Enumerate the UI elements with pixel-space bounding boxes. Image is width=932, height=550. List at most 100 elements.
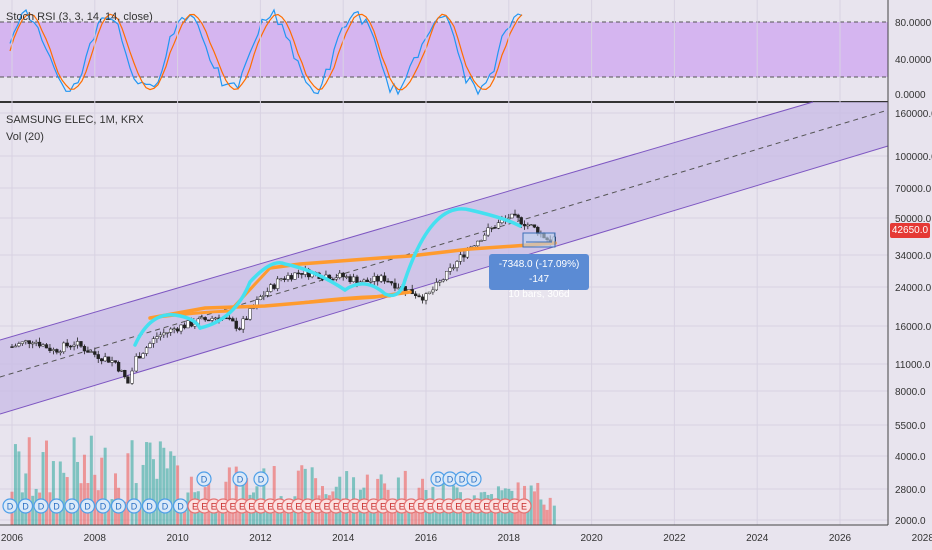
candle-body	[231, 318, 235, 322]
dividend-marker[interactable]	[141, 498, 158, 514]
candle-body	[24, 340, 28, 343]
dividend-marker[interactable]	[79, 498, 96, 514]
candle-body	[417, 295, 421, 298]
earnings-marker[interactable]	[516, 498, 532, 514]
earnings-marker-letter: E	[408, 502, 414, 512]
volume-bar	[448, 503, 452, 525]
volume-bar	[17, 451, 21, 525]
volume-bar	[179, 502, 183, 525]
dividend-marker-letter: D	[471, 475, 478, 485]
volume-bar	[545, 509, 549, 525]
candle-body	[141, 353, 145, 359]
volume-bar	[183, 509, 186, 525]
candle-body	[282, 278, 287, 280]
price-tick-label: 4000.0	[895, 452, 926, 463]
cyan-curve-3	[343, 278, 407, 298]
volume-bar	[103, 447, 107, 525]
earnings-marker-letter: E	[436, 502, 442, 512]
time-tick-label: 2016	[415, 533, 438, 544]
volume-bar	[407, 501, 411, 525]
volume-bar	[145, 442, 149, 525]
earnings-marker-letter: E	[465, 502, 471, 512]
candle-body	[496, 222, 501, 229]
volume-bar	[469, 505, 473, 525]
candle-body	[126, 376, 130, 384]
dividend-marker-letter: D	[435, 475, 442, 485]
dividend-marker[interactable]	[2, 498, 18, 514]
volume-indicator-label[interactable]: Vol (20)	[6, 131, 44, 143]
dividend-marker[interactable]	[253, 471, 269, 487]
candle-body	[526, 224, 530, 227]
earnings-marker-letter: E	[314, 502, 320, 512]
candle-body	[37, 341, 42, 347]
dividend-marker[interactable]	[466, 471, 482, 487]
regression-channel	[0, 102, 888, 414]
dividend-marker-letter: D	[459, 475, 466, 485]
cyan-curve-1	[133, 313, 202, 347]
volume-bar	[310, 467, 314, 525]
price-tick-label: 160000.0	[895, 109, 932, 120]
candle-body	[227, 317, 231, 320]
candle-body	[462, 254, 466, 258]
price-axis[interactable]	[888, 0, 932, 550]
volume-bar	[158, 441, 162, 525]
time-tick-label: 2018	[498, 533, 521, 544]
rsi-tick-label: 80.0000	[895, 18, 932, 29]
dividend-marker[interactable]	[157, 498, 173, 514]
candle-body	[334, 277, 338, 280]
candle-body	[144, 347, 149, 354]
rsi-indicator-label[interactable]: Stoch RSI (3, 3, 14, 14, close)	[6, 11, 153, 23]
candle-body	[116, 362, 121, 372]
volume-bar	[138, 504, 142, 525]
candle-body	[96, 354, 100, 359]
volume-bar	[465, 505, 469, 525]
volume-bar	[72, 437, 76, 525]
earnings-marker-letter: E	[239, 502, 245, 512]
volume-bar	[300, 465, 304, 525]
candle-body	[34, 341, 38, 344]
volume-bar	[462, 506, 466, 525]
candle-body	[172, 328, 176, 330]
volume-bar	[532, 491, 536, 525]
candle-body	[289, 275, 294, 280]
dividend-marker[interactable]	[110, 498, 127, 514]
candle-body	[213, 317, 218, 320]
volume-bar	[276, 507, 280, 525]
volume-bar	[410, 508, 414, 525]
dividend-marker[interactable]	[95, 498, 111, 514]
dividend-marker[interactable]	[126, 498, 142, 514]
measure-rect[interactable]	[522, 232, 556, 248]
earnings-marker-letter: E	[380, 502, 386, 512]
candle-body	[369, 281, 373, 283]
volume-bar	[126, 453, 130, 525]
earnings-marker-letter: E	[399, 502, 405, 512]
price-tick-label: 100000.0	[895, 152, 932, 163]
volume-bar	[13, 444, 17, 525]
price-tick-label: 34000.0	[895, 251, 932, 262]
dividend-marker[interactable]	[33, 498, 49, 514]
price-candles	[10, 209, 556, 385]
symbol-title[interactable]: SAMSUNG ELEC, 1M, KRX	[6, 114, 144, 126]
volume-bar	[262, 468, 266, 525]
volume-bar	[51, 461, 55, 525]
price-tick-label: 5500.0	[895, 421, 926, 432]
volume-bar	[200, 502, 204, 525]
dividend-marker[interactable]	[232, 471, 248, 487]
candle-body	[200, 317, 204, 320]
candle-body	[186, 320, 190, 329]
candle-body	[341, 272, 345, 278]
earnings-marker-letter: E	[371, 502, 377, 512]
dividend-marker[interactable]	[48, 498, 65, 514]
measure-span: 10 bars, 306d	[508, 289, 570, 300]
dividend-marker[interactable]	[17, 498, 34, 514]
dividend-marker[interactable]	[64, 498, 80, 514]
dividend-marker-letter: D	[7, 502, 14, 512]
dividend-marker-letter: D	[146, 502, 153, 512]
volume-bar	[45, 440, 48, 525]
volume-bar	[130, 440, 134, 525]
candle-body	[414, 293, 418, 296]
candle-body	[348, 276, 352, 282]
dividend-marker[interactable]	[196, 471, 212, 487]
candle-body	[448, 267, 452, 272]
